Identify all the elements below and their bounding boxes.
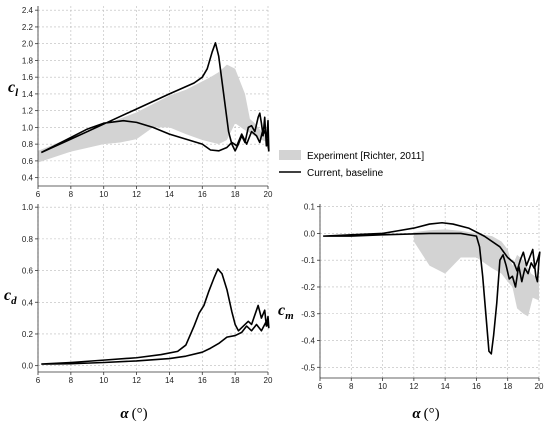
cd-xtick-label-7: 20 [264,376,273,385]
cl-xtick-label-7: 20 [264,190,273,199]
cm-ylabel: cm [278,302,294,322]
cl-ytick-label-10: 2.4 [22,6,34,15]
cd-series-current-baseline [41,268,270,365]
cm-series-current-baseline [323,221,541,355]
cl-ytick-label-3: 1.0 [22,123,34,132]
cd-xlabel: α (°) [120,406,147,422]
cm-ytick-label-3: -0.2 [301,283,315,292]
cm-xtick-label-6: 18 [503,382,512,391]
cm-ytick-label-1: 0.0 [304,229,316,238]
cm-ytick-label-4: -0.3 [301,310,315,319]
cl-ytick-label-9: 2.2 [22,23,34,32]
cd-xtick-label-5: 16 [198,376,207,385]
legend-band-swatch [279,150,301,160]
cd-ytick-label-0: 0.0 [22,362,34,371]
cd-ytick-label-3: 0.6 [22,267,34,276]
cm-xtick-label-1: 8 [349,382,354,391]
chart-cl: 6 8 10 12 14 16 18 20 0.4 0.6 0.8 1.0 1.2 1.4 1.6 1.8 2.… [8,6,273,199]
cd-xtick-label-0: 6 [36,376,41,385]
cl-xtick-label-3: 12 [132,190,141,199]
cl-ytick-label-7: 1.8 [22,56,34,65]
cl-ytick-label-1: 0.6 [22,157,34,166]
cl-ytick-label-2: 0.8 [22,140,34,149]
cl-xtick-label-2: 10 [99,190,108,199]
cl-series-experiment-band [38,64,268,163]
cl-ytick-label-0: 0.4 [22,174,34,183]
cm-ytick-label-2: -0.1 [301,256,315,265]
cl-ytick-label-8: 2.0 [22,40,34,49]
legend-label-experiment: Experiment [Richter, 2011] [307,151,424,162]
cl-xtick-label-4: 14 [165,190,174,199]
cm-xtick-label-2: 10 [378,382,387,391]
cm-xtick-label-4: 14 [441,382,450,391]
cd-ytick-label-1: 0.2 [22,330,34,339]
cm-xtick-label-0: 6 [318,382,323,391]
cl-xtick-label-1: 8 [69,190,74,199]
cm-ytick-label-0: 0.1 [304,203,316,212]
cd-ylabel: cd [4,287,17,307]
cd-xtick-label-3: 12 [132,376,141,385]
cd-xtick-label-2: 10 [99,376,108,385]
legend: Experiment [Richter, 2011] Current, base… [279,150,424,179]
cl-ytick-label-5: 1.4 [22,90,34,99]
cl-xtick-label-5: 16 [198,190,207,199]
cm-xtick-label-7: 20 [535,382,544,391]
chart-cm: 6 8 10 12 14 16 18 20 0.1 0.0 -0.1 -0.2 -0.3 -0.4 -0.5… [278,203,544,422]
cm-ytick-label-6: -0.5 [301,363,315,372]
cm-xtick-label-3: 12 [409,382,418,391]
cl-xtick-label-0: 6 [36,190,41,199]
cd-xtick-label-6: 18 [231,376,240,385]
cd-xtick-label-4: 14 [165,376,174,385]
cl-ytick-label-4: 1.2 [22,107,34,116]
cm-ytick-label-5: -0.4 [301,337,315,346]
cd-ytick-label-5: 1.0 [22,203,34,212]
cd-ytick-label-4: 0.8 [22,235,34,244]
cl-series-current-baseline [40,42,270,154]
cm-series-experiment-band [413,229,539,317]
cd-ytick-label-2: 0.4 [22,298,34,307]
legend-label-current: Current, baseline [307,168,384,179]
chart-cd: 6 8 10 12 14 16 18 20 0.0 0.2 0.4 0.6 0.8 1.0 cd α (°) [4,203,273,422]
cm-xtick-label-5: 16 [472,382,481,391]
cl-ylabel: cl [8,79,19,99]
cl-xtick-label-6: 18 [231,190,240,199]
cd-xtick-label-1: 8 [69,376,74,385]
cm-xlabel: α (°) [412,406,439,422]
cl-ytick-label-6: 1.6 [22,73,34,82]
